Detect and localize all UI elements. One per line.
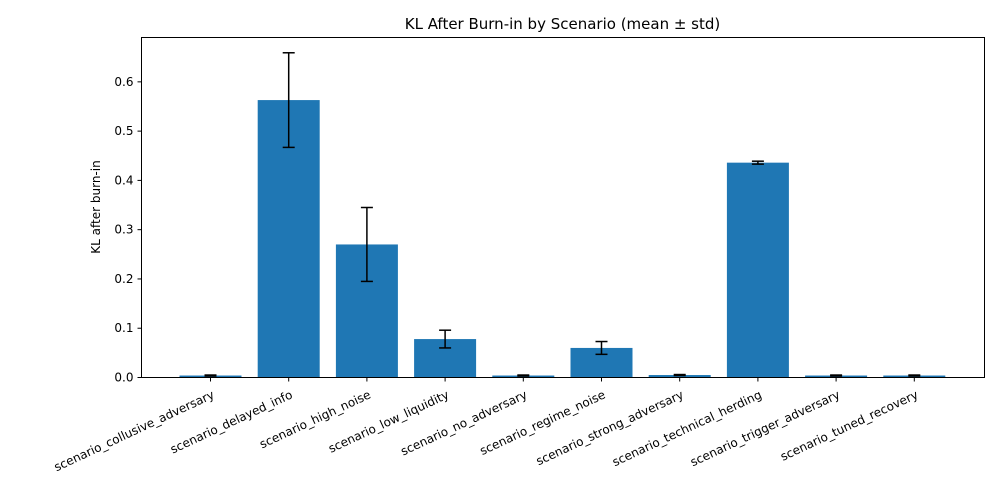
y-axis-label: KL after burn-in bbox=[89, 160, 103, 253]
y-tick-label: 0.3 bbox=[114, 223, 133, 237]
plot-frame bbox=[141, 37, 985, 378]
y-tick-label: 0.0 bbox=[114, 371, 133, 385]
y-tick-label: 0.4 bbox=[114, 173, 133, 187]
y-tick-label: 0.2 bbox=[114, 272, 133, 286]
y-axis: 0.0 0.1 0.2 0.3 0.4 0.5 0.6 bbox=[114, 75, 142, 385]
y-tick-label: 0.6 bbox=[114, 75, 133, 89]
chart-title: KL After Burn-in by Scenario (mean ± std… bbox=[405, 15, 721, 33]
error-bars-layer bbox=[204, 52, 921, 377]
y-tick-label: 0.5 bbox=[114, 124, 133, 138]
bar bbox=[726, 162, 789, 378]
y-tick-label: 0.1 bbox=[114, 321, 133, 335]
